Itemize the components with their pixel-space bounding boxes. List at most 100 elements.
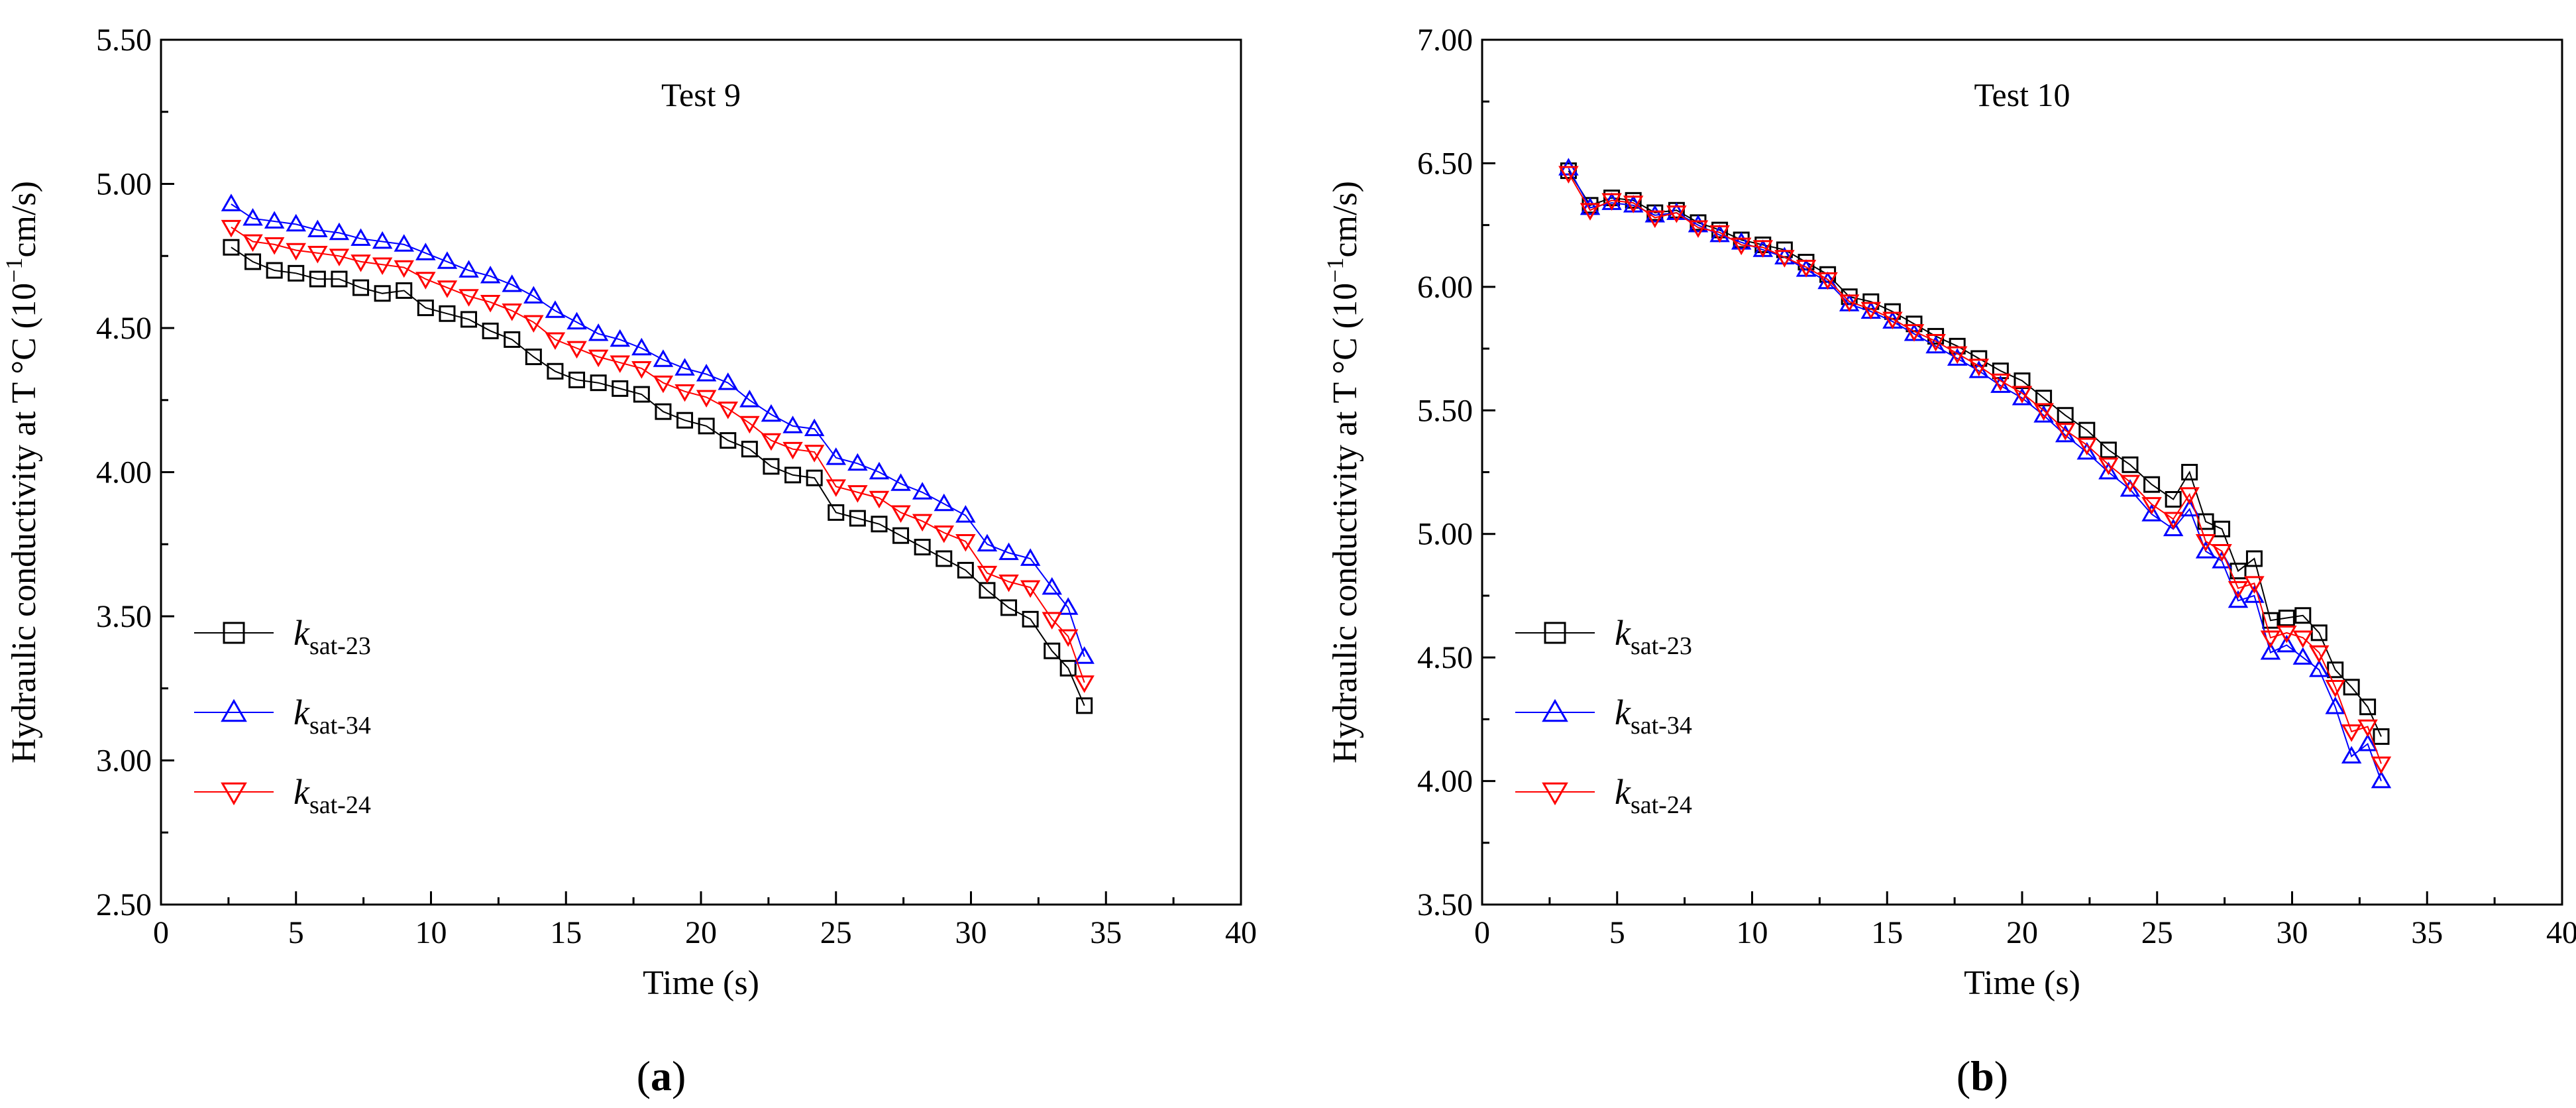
data-point (936, 550, 953, 567)
data-point (2121, 456, 2139, 473)
data-point (374, 285, 391, 302)
data-point (2309, 645, 2330, 663)
legend-label-sub: sat-34 (309, 712, 371, 740)
data-point (547, 362, 564, 380)
data-point (1968, 360, 1990, 378)
data-point (523, 286, 544, 304)
data-point (1947, 346, 1968, 364)
data-point (1968, 359, 1990, 376)
data-point (2278, 609, 2295, 626)
data-point (2277, 626, 2297, 643)
data-point (612, 380, 629, 397)
data-point (2371, 770, 2392, 789)
data-point (631, 337, 652, 356)
data-point (718, 401, 738, 419)
data-point (1059, 659, 1077, 677)
data-point (914, 539, 931, 556)
data-point (1623, 195, 1644, 213)
legend-label-main: k (294, 613, 310, 653)
data-point (2244, 585, 2265, 603)
data-point (739, 416, 760, 434)
legend-label: ksat-23 (1615, 613, 1692, 660)
data-point (2163, 518, 2184, 537)
data-point (1752, 240, 1774, 258)
data-point (1925, 334, 1946, 352)
data-point (761, 404, 782, 422)
data-point (849, 510, 866, 527)
data-point (2120, 478, 2141, 497)
legend-label-main: k (294, 772, 310, 812)
data-point (307, 246, 328, 264)
y-axis-title-unit: °C (10 (1326, 283, 1364, 374)
data-point (2292, 647, 2314, 665)
data-point (264, 211, 285, 229)
data-point (350, 228, 371, 246)
data-point (1839, 294, 1860, 312)
y-tick-label: 4.00 (1417, 764, 1473, 799)
data-point (2260, 642, 2281, 660)
data-point (1644, 210, 1666, 229)
legend-entry-sat-23: ksat-23 (1515, 613, 1692, 660)
x-axis-title: Time (s) (1964, 964, 2080, 1002)
data-point (2325, 680, 2345, 698)
data-point (869, 461, 890, 480)
x-tick-label: 5 (1609, 915, 1625, 950)
x-tick-label: 40 (1225, 915, 1257, 950)
data-point (955, 534, 976, 552)
data-point (1709, 225, 1730, 243)
data-point (439, 305, 456, 322)
y-axis-title: Hydraulic conductivity at T °C (10−1cm/s… (1, 181, 43, 763)
data-point (2143, 476, 2161, 493)
data-point (244, 253, 262, 270)
data-point (417, 300, 434, 317)
data-point (1000, 599, 1018, 616)
data-point (309, 270, 326, 288)
y-tick-label: 4.50 (96, 311, 152, 346)
data-point (307, 219, 328, 237)
y-tick-label: 5.00 (96, 167, 152, 202)
legend-entry-sat-34: ksat-34 (194, 692, 371, 740)
data-point (869, 490, 890, 509)
data-point (718, 372, 738, 390)
data-point (482, 322, 499, 339)
data-point (2181, 464, 2198, 480)
data-point (2195, 534, 2216, 552)
data-point (847, 453, 868, 471)
data-point (1558, 166, 1579, 184)
data-point (1666, 202, 1687, 220)
data-point (242, 234, 263, 252)
data-point (2055, 424, 2076, 443)
data-point (720, 432, 737, 449)
data-point (2179, 487, 2200, 505)
data-point (1057, 629, 1079, 647)
legend-marker (1544, 622, 1566, 644)
data-point (977, 565, 998, 584)
legend-label: ksat-34 (294, 692, 371, 740)
data-point (674, 384, 695, 402)
data-point (523, 315, 544, 333)
y-axis-title-unit: °C (10 (5, 283, 43, 374)
legend-marker (223, 622, 245, 644)
legend-label: ksat-34 (1615, 692, 1692, 740)
data-point (1990, 373, 2011, 392)
data-point (653, 349, 674, 367)
data-point (957, 561, 974, 579)
y-axis-title-unit-suffix: cm/s) (5, 181, 43, 258)
y-axis-title-exponent: −1 (1322, 258, 1348, 283)
data-point (871, 516, 888, 533)
legend-entry-sat-24: ksat-24 (1515, 772, 1692, 819)
data-point (1731, 237, 1752, 256)
data-point (2357, 719, 2378, 738)
chart-title: Test 10 (1974, 76, 2070, 113)
data-point (912, 482, 933, 500)
data-point (1022, 610, 1039, 628)
chart-title: Test 9 (661, 76, 741, 113)
x-tick-label: 5 (288, 915, 304, 950)
data-point (1076, 697, 1093, 714)
data-point (1990, 375, 2011, 393)
data-point (1074, 675, 1095, 693)
data-point (1904, 324, 1925, 342)
data-point (458, 260, 479, 278)
data-point (2098, 461, 2119, 480)
legend-entry-sat-23: ksat-23 (194, 613, 371, 660)
